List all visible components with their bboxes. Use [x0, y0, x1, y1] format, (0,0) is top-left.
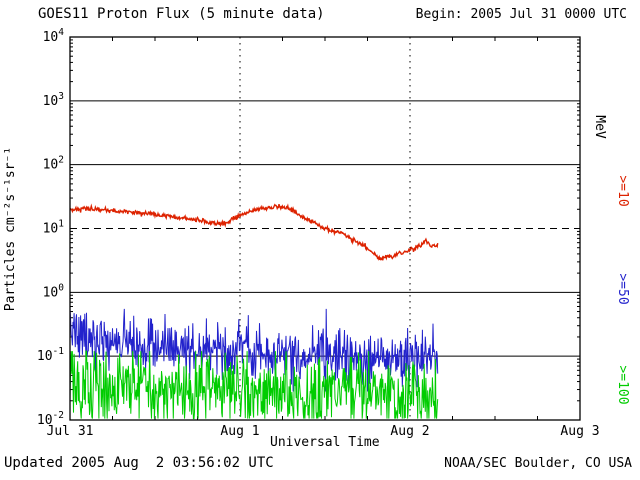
- begin-timestamp: Begin: 2005 Jul 31 0000 UTC: [415, 7, 627, 22]
- series-label-ge50: >=50: [615, 273, 631, 305]
- x-tick-label: Jul 31: [47, 424, 94, 439]
- y-tick-label: 101: [43, 219, 65, 237]
- y-axis-title: Particles cm⁻²s⁻¹sr⁻¹: [2, 146, 18, 312]
- updated-timestamp: Updated 2005 Aug 2 03:56:02 UTC: [4, 455, 274, 471]
- y-tick-label: 10-1: [37, 346, 64, 364]
- series-label-ge100: >=100: [615, 365, 631, 405]
- y-tick-label: 104: [43, 27, 65, 45]
- series-line-ge100: [70, 350, 439, 420]
- y-tick-label: 102: [43, 155, 64, 173]
- x-tick-label: Aug 2: [390, 424, 429, 439]
- series-line-ge50: [70, 308, 439, 392]
- right-axis-unit-label: MeV: [592, 115, 608, 139]
- credit-label: NOAA/SEC Boulder, CO USA: [444, 456, 632, 471]
- x-axis-title: Universal Time: [270, 435, 380, 450]
- x-tick-label: Aug 3: [560, 424, 599, 439]
- series-line-ge10: [70, 203, 439, 261]
- series-label-ge10: >=10: [615, 175, 631, 207]
- plot-frame: [69, 36, 581, 421]
- x-tick-label: Aug 1: [220, 424, 259, 439]
- y-tick-label: 103: [43, 91, 64, 109]
- y-tick-label: 10-2: [37, 410, 64, 428]
- y-tick-label: 100: [43, 282, 65, 300]
- chart-title: GOES11 Proton Flux (5 minute data): [38, 6, 325, 22]
